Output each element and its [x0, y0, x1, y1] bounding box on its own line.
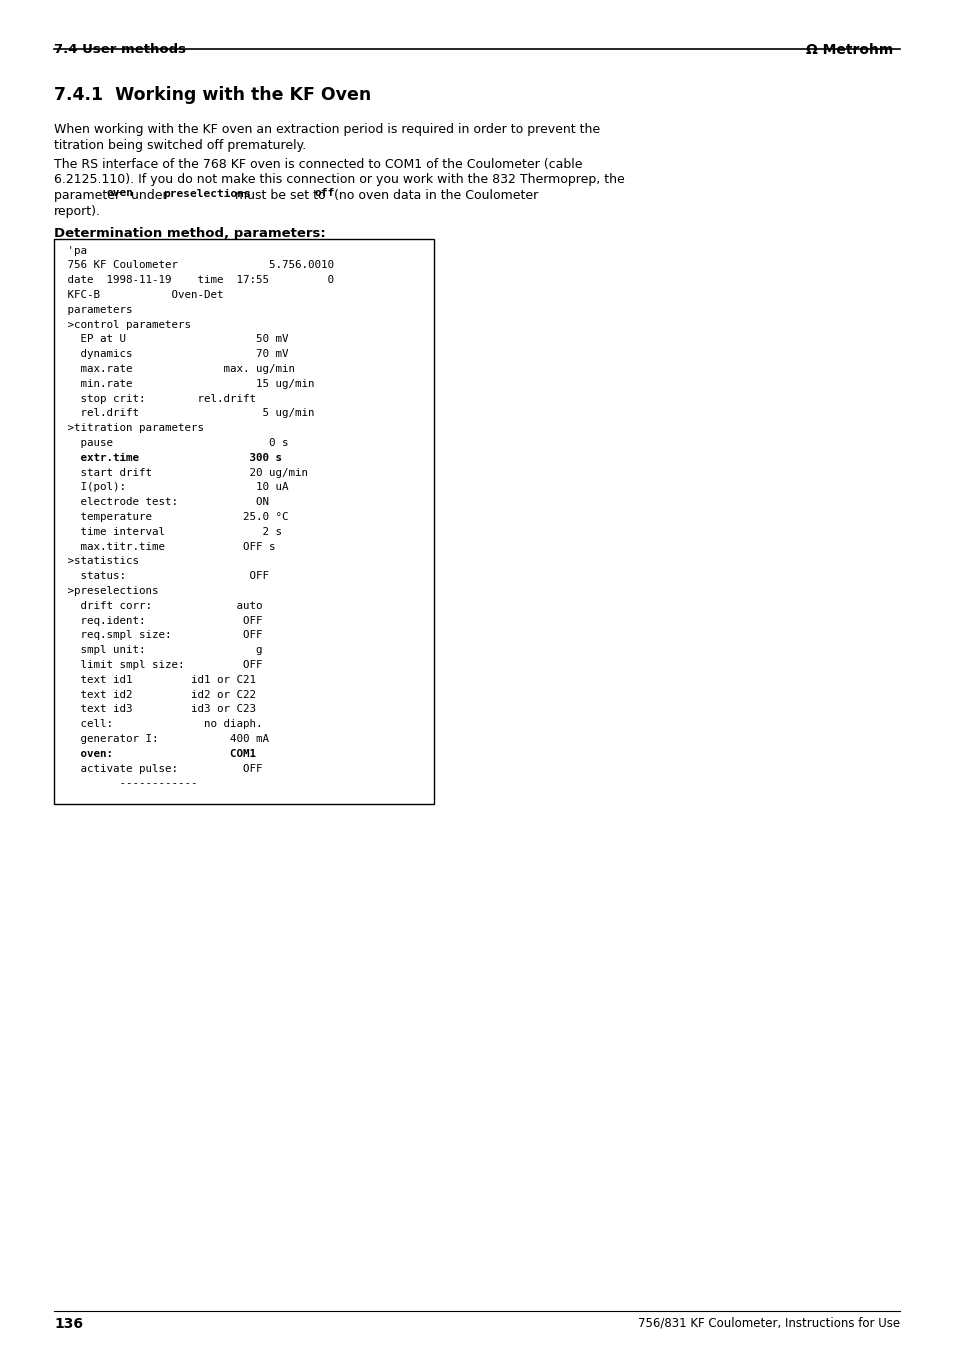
Text: status:                   OFF: status: OFF: [61, 571, 269, 581]
Text: 756 KF Coulometer              5.756.0010: 756 KF Coulometer 5.756.0010: [61, 261, 334, 270]
Text: start drift               20 ug/min: start drift 20 ug/min: [61, 467, 308, 477]
Text: >statistics: >statistics: [61, 557, 139, 566]
Text: 7.4.1  Working with the KF Oven: 7.4.1 Working with the KF Oven: [54, 86, 371, 104]
Text: req.smpl size:           OFF: req.smpl size: OFF: [61, 631, 262, 640]
Text: EP at U                    50 mV: EP at U 50 mV: [61, 334, 288, 345]
Text: cell:              no diaph.: cell: no diaph.: [61, 719, 262, 730]
Text: oven:                  COM1: oven: COM1: [61, 748, 255, 759]
Text: drift corr:             auto: drift corr: auto: [61, 601, 262, 611]
Text: off: off: [314, 189, 335, 199]
Text: stop crit:        rel.drift: stop crit: rel.drift: [61, 393, 255, 404]
Text: must be set to: must be set to: [231, 189, 330, 203]
FancyBboxPatch shape: [54, 239, 434, 804]
Text: text id1         id1 or C21: text id1 id1 or C21: [61, 674, 255, 685]
Text: The RS interface of the 768 KF oven is connected to COM1 of the Coulometer (cabl: The RS interface of the 768 KF oven is c…: [54, 158, 582, 172]
Text: parameter: parameter: [54, 189, 124, 203]
Text: dynamics                   70 mV: dynamics 70 mV: [61, 349, 288, 359]
Text: >control parameters: >control parameters: [61, 319, 191, 330]
Text: 6.2125.110). If you do not make this connection or you work with the 832 Thermop: 6.2125.110). If you do not make this con…: [54, 173, 624, 186]
Text: text id3         id3 or C23: text id3 id3 or C23: [61, 704, 255, 715]
Text: text id2         id2 or C22: text id2 id2 or C22: [61, 689, 255, 700]
Text: temperature              25.0 °C: temperature 25.0 °C: [61, 512, 288, 521]
Text: date  1998-11-19    time  17:55         0: date 1998-11-19 time 17:55 0: [61, 276, 334, 285]
Text: oven: oven: [106, 189, 133, 199]
Text: >titration parameters: >titration parameters: [61, 423, 204, 434]
Text: req.ident:               OFF: req.ident: OFF: [61, 616, 262, 626]
Text: max.titr.time            OFF s: max.titr.time OFF s: [61, 542, 275, 551]
Text: 'pa: 'pa: [61, 246, 87, 255]
Text: activate pulse:          OFF: activate pulse: OFF: [61, 763, 262, 774]
Text: limit smpl size:         OFF: limit smpl size: OFF: [61, 659, 262, 670]
Text: >preselections: >preselections: [61, 586, 158, 596]
Text: min.rate                   15 ug/min: min.rate 15 ug/min: [61, 378, 314, 389]
Text: 136: 136: [54, 1317, 83, 1331]
Text: 756/831 KF Coulometer, Instructions for Use: 756/831 KF Coulometer, Instructions for …: [638, 1317, 899, 1329]
Text: time interval               2 s: time interval 2 s: [61, 527, 282, 536]
Text: KFC-B           Oven-Det: KFC-B Oven-Det: [61, 290, 223, 300]
Text: ------------: ------------: [61, 778, 197, 788]
Text: When working with the KF oven an extraction period is required in order to preve: When working with the KF oven an extract…: [54, 123, 599, 136]
Text: max.rate              max. ug/min: max.rate max. ug/min: [61, 363, 294, 374]
Text: Ω Metrohm: Ω Metrohm: [805, 43, 892, 57]
Text: (no oven data in the Coulometer: (no oven data in the Coulometer: [330, 189, 537, 203]
Text: under: under: [127, 189, 172, 203]
Text: I(pol):                    10 uA: I(pol): 10 uA: [61, 482, 288, 492]
Text: report).: report).: [54, 204, 101, 218]
Text: 7.4 User methods: 7.4 User methods: [54, 43, 186, 55]
Text: generator I:           400 mA: generator I: 400 mA: [61, 734, 269, 744]
Text: titration being switched off prematurely.: titration being switched off prematurely…: [54, 139, 306, 151]
Text: preselections: preselections: [163, 189, 251, 199]
Text: pause                        0 s: pause 0 s: [61, 438, 288, 449]
Text: extr.time                 300 s: extr.time 300 s: [61, 453, 282, 462]
Text: electrode test:            ON: electrode test: ON: [61, 497, 269, 507]
Text: Determination method, parameters:: Determination method, parameters:: [54, 227, 325, 239]
Text: rel.drift                   5 ug/min: rel.drift 5 ug/min: [61, 408, 314, 419]
Text: parameters: parameters: [61, 305, 132, 315]
Text: smpl unit:                 g: smpl unit: g: [61, 644, 262, 655]
